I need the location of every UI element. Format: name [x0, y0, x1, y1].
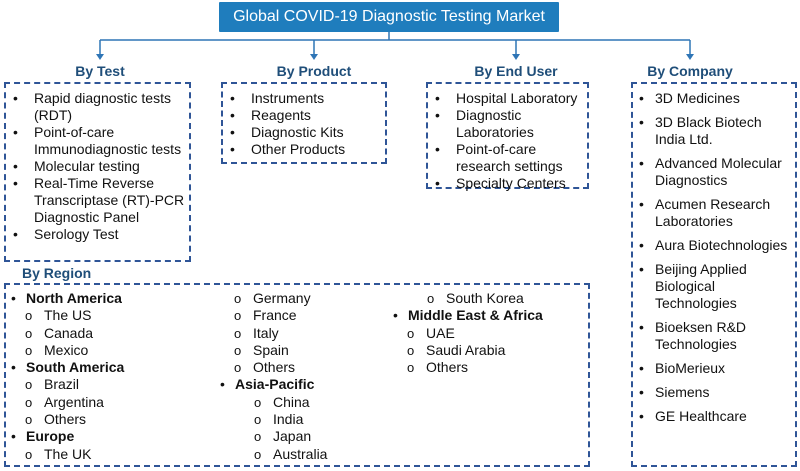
- region-subitem: Canada: [8, 325, 124, 343]
- region-subitem: Others: [217, 359, 327, 377]
- region-column-1: North America The US Canada Mexico South…: [8, 290, 124, 463]
- test-item: Real-Time Reverse Transcriptase (RT)-PCR…: [6, 175, 189, 226]
- by-end-user-box: Hospital Laboratory Diagnostic Laborator…: [426, 82, 589, 192]
- region-column-3: South Korea Middle East & Africa UAE Sau…: [390, 290, 543, 377]
- region-subitem: China: [217, 394, 327, 412]
- end-user-item: Hospital Laboratory: [428, 90, 587, 107]
- region-subitem: Saudi Arabia: [390, 342, 543, 360]
- by-product-box: Instruments Reagents Diagnostic Kits Oth…: [221, 82, 387, 164]
- region-subitem: The UK: [8, 446, 124, 464]
- company-item: BioMerieux: [633, 360, 795, 377]
- company-item: GE Healthcare: [633, 408, 795, 425]
- company-item: Beijing Applied Biological Technologies: [633, 261, 795, 312]
- region-item: Europe: [8, 428, 124, 446]
- region-subitem: Australia: [217, 446, 327, 464]
- by-company-label: By Company: [647, 63, 733, 79]
- region-subitem: Japan: [217, 428, 327, 446]
- company-item: Bioeksen R&D Technologies: [633, 319, 795, 353]
- region-subitem: India: [217, 411, 327, 429]
- region-column-2: Germany France Italy Spain Others Asia-P…: [217, 290, 327, 463]
- region-subitem: Argentina: [8, 394, 124, 412]
- region-item: Middle East & Africa: [390, 307, 543, 325]
- end-user-item: Specialty Centers: [428, 175, 587, 192]
- by-product-label: By Product: [276, 63, 352, 79]
- test-item: Serology Test: [6, 226, 189, 243]
- company-item: 3D Medicines: [633, 90, 795, 107]
- test-item: Rapid diagnostic tests (RDT): [6, 90, 189, 124]
- by-company-box: 3D Medicines 3D Black Biotech India Ltd.…: [631, 82, 797, 467]
- by-test-box: Rapid diagnostic tests (RDT) Point-of-ca…: [4, 82, 191, 262]
- region-item: North America: [8, 290, 124, 308]
- product-item: Instruments: [223, 90, 385, 107]
- region-item: Asia-Pacific: [217, 376, 327, 394]
- region-subitem: Mexico: [8, 342, 124, 360]
- company-item: Siemens: [633, 384, 795, 401]
- region-subitem: Others: [8, 411, 124, 429]
- page-title: Global COVID-19 Diagnostic Testing Marke…: [219, 2, 559, 32]
- test-item: Point-of-care Immunodiagnostic tests: [6, 124, 189, 158]
- by-end-user-label: By End User: [474, 63, 558, 79]
- region-item: South America: [8, 359, 124, 377]
- region-subitem: Italy: [217, 325, 327, 343]
- by-region-label: By Region: [22, 265, 92, 281]
- company-item: Advanced Molecular Diagnostics: [633, 155, 795, 189]
- region-subitem: Germany: [217, 290, 327, 308]
- end-user-item: Diagnostic Laboratories: [428, 107, 587, 141]
- product-item: Diagnostic Kits: [223, 124, 385, 141]
- by-test-label: By Test: [75, 63, 125, 79]
- company-item: Acumen Research Laboratories: [633, 196, 795, 230]
- region-subitem: Brazil: [8, 376, 124, 394]
- test-item: Molecular testing: [6, 158, 189, 175]
- region-subitem: The US: [8, 307, 124, 325]
- product-item: Reagents: [223, 107, 385, 124]
- region-subitem: Spain: [217, 342, 327, 360]
- region-subitem: South Korea: [390, 290, 543, 308]
- company-item: Aura Biotechnologies: [633, 237, 795, 254]
- product-item: Other Products: [223, 141, 385, 158]
- by-region-box: North America The US Canada Mexico South…: [4, 283, 590, 467]
- region-subitem: France: [217, 307, 327, 325]
- end-user-item: Point-of-care research settings: [428, 141, 587, 175]
- region-subitem: UAE: [390, 325, 543, 343]
- company-item: 3D Black Biotech India Ltd.: [633, 114, 795, 148]
- region-subitem: Others: [390, 359, 543, 377]
